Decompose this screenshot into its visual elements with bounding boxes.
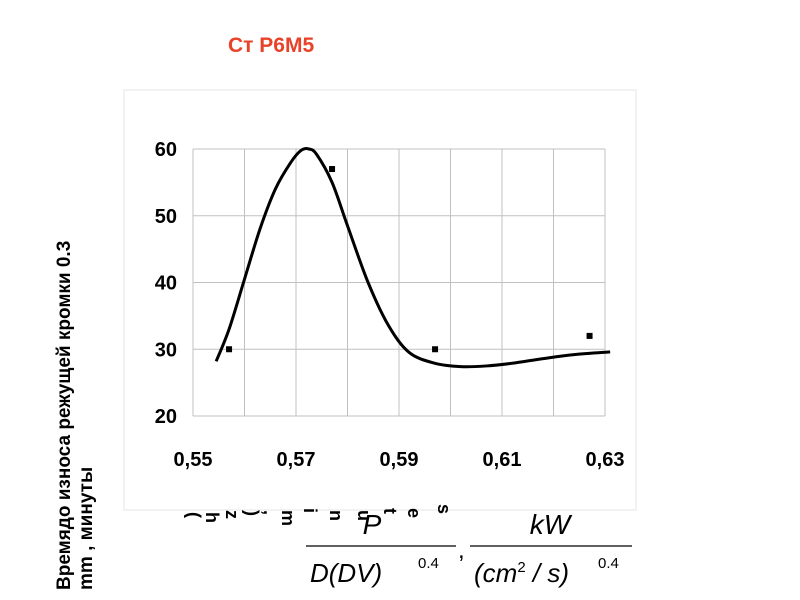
- x-axis-unit-glyph: i: [300, 508, 320, 513]
- x-axis-unit-glyph: (: [184, 512, 204, 518]
- data-point: [432, 346, 439, 353]
- data-point: [329, 166, 336, 173]
- formula-right-numerator: kW: [530, 509, 573, 540]
- trend-curve: [214, 147, 611, 369]
- formula-right-exponent: 0.4: [598, 555, 619, 572]
- y-tick-label: 60: [155, 139, 177, 161]
- formula-separator: ,: [458, 537, 465, 564]
- x-tick-label: 0,63: [586, 449, 625, 471]
- x-axis-unit-glyph: m: [278, 510, 298, 526]
- formula-left-denominator: D(DV): [310, 558, 382, 588]
- formula-right-denominator-tail: / s): [526, 558, 569, 588]
- x-tick-label: 0,57: [277, 449, 316, 471]
- x-tick-label: 0,59: [380, 449, 419, 471]
- x-axis-unit-glyph: h: [202, 512, 222, 523]
- chart-frame: [123, 89, 637, 511]
- x-axis-unit-glyph: s: [434, 504, 454, 514]
- x-axis-unit-glyph: e: [404, 508, 424, 518]
- chart-title: Ст Р6М5: [228, 34, 315, 57]
- formula-right-denominator-base: (cm: [474, 558, 517, 588]
- data-point: [586, 332, 593, 339]
- x-axis-unit-glyph: ): [242, 510, 262, 516]
- x-axis-unit-glyph: n: [326, 510, 346, 521]
- x-axis-unit-glyph: z: [222, 510, 242, 519]
- formula-left-exponent: 0.4: [418, 555, 439, 572]
- y-tick-label: 30: [155, 339, 177, 361]
- x-tick-label: 0,55: [174, 449, 213, 471]
- formula-left-numerator: P: [363, 509, 382, 540]
- x-axis-unit-glyph: ,: [260, 510, 280, 515]
- formula-right-square: 2: [517, 559, 525, 576]
- formula-right-denominator: (cm2 / s): [474, 558, 569, 588]
- y-tick-label: 50: [155, 206, 177, 228]
- y-tick-label: 20: [155, 406, 177, 428]
- x-axis-unit-glyph: t: [380, 508, 400, 514]
- data-point: [226, 346, 233, 353]
- y-tick-label: 40: [155, 273, 177, 295]
- x-tick-label: 0,61: [483, 449, 522, 471]
- x-axis-unit-glyph: u: [354, 510, 374, 521]
